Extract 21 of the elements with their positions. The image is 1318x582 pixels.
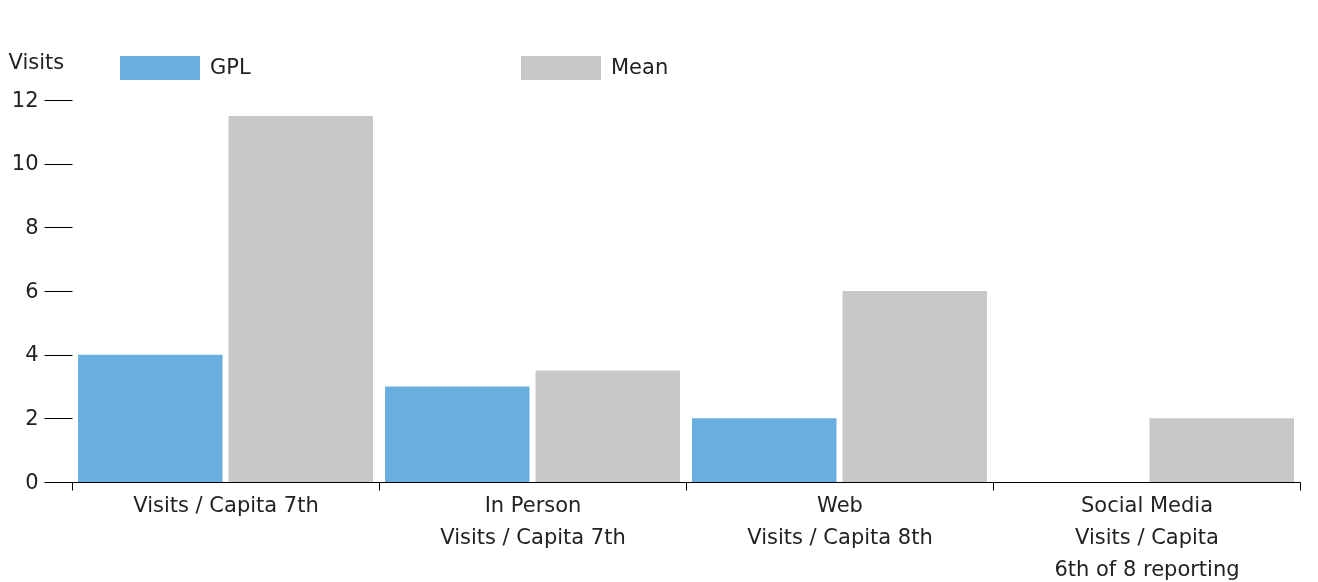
x-tick-label: Visits / Capita 7th [133, 492, 319, 517]
bar [535, 370, 680, 482]
bar [385, 386, 530, 482]
bar [842, 291, 987, 482]
legend-label: GPL [210, 55, 251, 79]
x-tick-label: In Person Visits / Capita 7th [440, 492, 626, 549]
y-tick-label: 12 [11, 87, 39, 112]
y-tick-label: 8 [25, 214, 39, 239]
legend-label: Mean [611, 55, 669, 79]
y-axis-title: Visits [8, 49, 65, 74]
x-tick-label: Web Visits / Capita 8th [747, 492, 933, 549]
y-tick-label: 0 [25, 469, 39, 494]
y-tick-label: 4 [25, 342, 39, 367]
bar [228, 115, 373, 482]
bar [692, 418, 837, 482]
y-tick-label: 6 [25, 278, 39, 303]
bar [78, 354, 223, 482]
y-tick-label: 2 [25, 405, 39, 430]
y-tick-label: 10 [11, 151, 39, 176]
bar [1149, 418, 1294, 482]
x-tick-label: Social Media Visits / Capita 6th of 8 reporting [1054, 492, 1240, 581]
